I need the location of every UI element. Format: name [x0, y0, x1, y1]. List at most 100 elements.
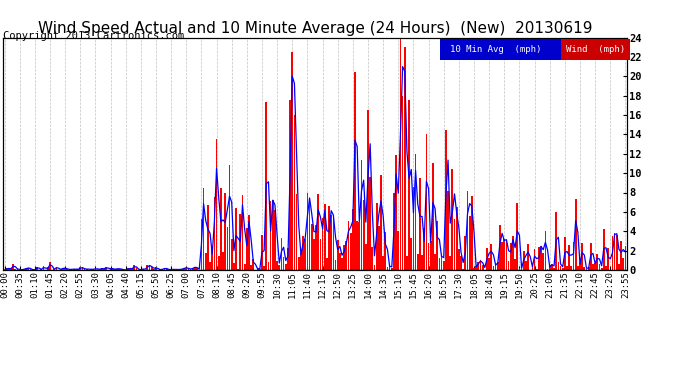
Bar: [523, 251, 524, 270]
Bar: [533, 249, 535, 270]
Bar: [376, 203, 377, 270]
Bar: [395, 155, 397, 270]
Bar: [308, 203, 310, 270]
Bar: [555, 212, 557, 270]
Bar: [536, 269, 538, 270]
Bar: [363, 200, 364, 270]
Bar: [430, 242, 431, 270]
Bar: [491, 244, 492, 270]
Bar: [514, 260, 516, 270]
Bar: [439, 258, 440, 270]
Bar: [482, 265, 484, 270]
Bar: [603, 229, 604, 270]
Bar: [241, 195, 244, 270]
Bar: [300, 253, 302, 270]
Bar: [71, 269, 72, 270]
Bar: [250, 265, 252, 270]
Bar: [501, 242, 503, 270]
Bar: [549, 265, 551, 270]
Bar: [220, 188, 221, 270]
Bar: [10, 268, 12, 270]
Bar: [421, 255, 423, 270]
Bar: [311, 224, 313, 270]
Bar: [531, 264, 533, 270]
Bar: [620, 241, 622, 270]
Bar: [270, 201, 271, 270]
Bar: [131, 268, 133, 270]
Bar: [408, 100, 410, 270]
Bar: [319, 239, 322, 270]
Bar: [480, 260, 482, 270]
Bar: [291, 52, 293, 270]
Bar: [62, 268, 63, 270]
Bar: [341, 258, 343, 270]
Bar: [226, 227, 228, 270]
Bar: [43, 266, 44, 270]
Bar: [194, 267, 196, 270]
Bar: [386, 267, 388, 270]
Bar: [313, 239, 315, 270]
Bar: [618, 264, 620, 270]
Bar: [451, 168, 453, 270]
Bar: [64, 268, 66, 270]
Bar: [276, 261, 278, 270]
Bar: [23, 269, 25, 270]
Bar: [569, 244, 570, 270]
Bar: [296, 194, 297, 270]
Bar: [388, 265, 391, 270]
Bar: [79, 267, 81, 270]
Bar: [473, 268, 475, 270]
Bar: [588, 267, 589, 270]
Bar: [369, 177, 371, 270]
Bar: [400, 38, 402, 270]
Bar: [367, 110, 369, 270]
Bar: [546, 269, 549, 270]
Bar: [413, 187, 414, 270]
Bar: [285, 264, 286, 270]
Bar: [337, 240, 339, 270]
Bar: [462, 269, 464, 270]
Bar: [118, 269, 120, 270]
Bar: [259, 269, 261, 270]
Bar: [209, 262, 211, 270]
Bar: [283, 257, 284, 270]
Bar: [73, 269, 75, 270]
Bar: [237, 269, 239, 270]
Bar: [274, 210, 276, 270]
Bar: [499, 225, 501, 270]
Bar: [151, 267, 152, 270]
Bar: [456, 207, 457, 270]
Bar: [49, 262, 51, 270]
Bar: [359, 222, 360, 270]
Bar: [571, 266, 572, 270]
Bar: [110, 268, 111, 270]
Bar: [348, 221, 349, 270]
Bar: [460, 256, 462, 270]
Text: Wind  (mph): Wind (mph): [566, 45, 626, 54]
Bar: [339, 253, 341, 270]
Bar: [268, 262, 269, 270]
Bar: [161, 269, 164, 270]
Bar: [584, 267, 585, 270]
Bar: [97, 269, 99, 270]
Bar: [592, 264, 594, 270]
Bar: [289, 100, 291, 270]
Bar: [146, 265, 148, 270]
Bar: [441, 254, 442, 270]
Bar: [344, 245, 345, 270]
Bar: [14, 269, 16, 270]
Bar: [402, 96, 404, 270]
Bar: [486, 248, 488, 270]
Bar: [30, 269, 31, 270]
Bar: [239, 214, 241, 270]
Bar: [346, 241, 347, 270]
Bar: [324, 204, 326, 270]
Bar: [432, 164, 434, 270]
Bar: [129, 269, 131, 270]
Bar: [581, 243, 583, 270]
Bar: [352, 209, 354, 270]
Bar: [317, 194, 319, 270]
Bar: [356, 221, 358, 270]
Bar: [616, 234, 618, 270]
Bar: [77, 269, 79, 270]
